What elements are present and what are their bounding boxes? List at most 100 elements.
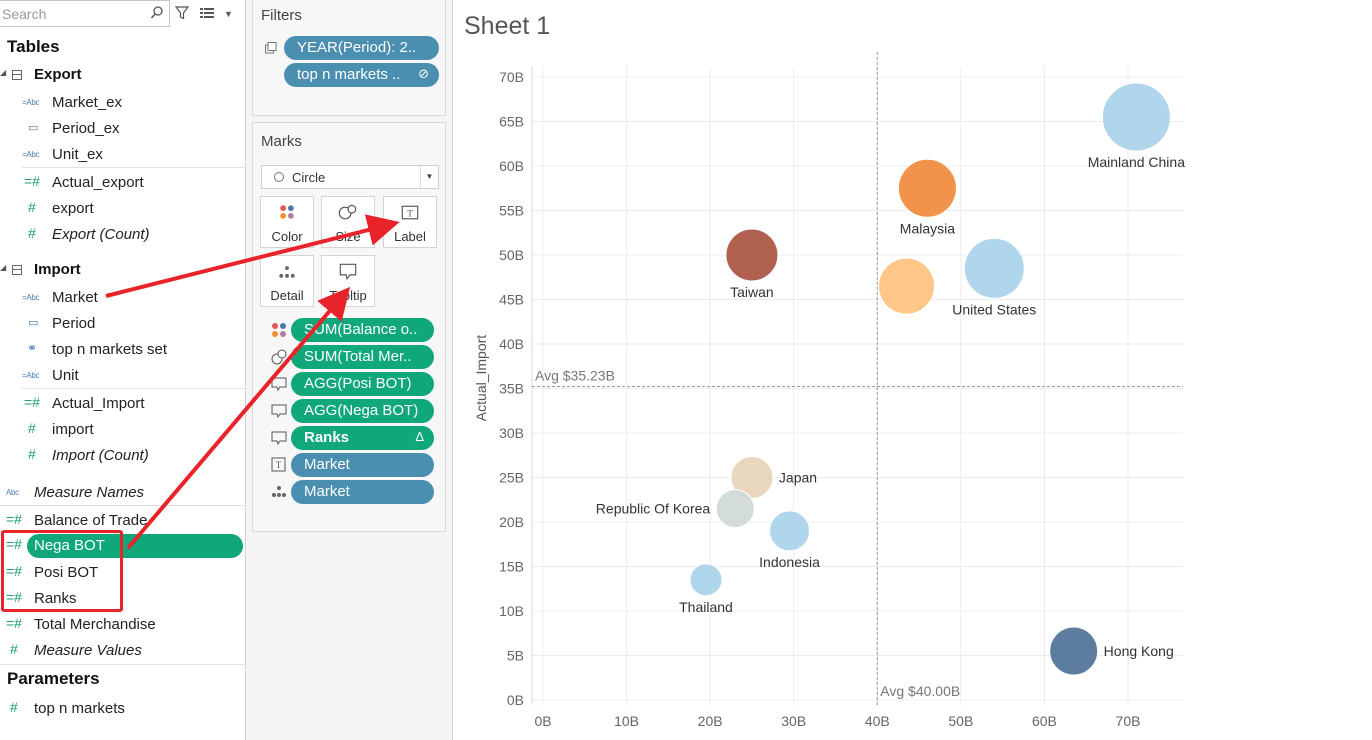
marks-label-button[interactable]: T Label (383, 196, 437, 248)
y-tick-label: 0B (507, 692, 524, 708)
tables-heading: Tables (7, 37, 60, 56)
marks-pill-market-label[interactable]: Market (291, 453, 434, 477)
scatter-point[interactable] (1049, 626, 1099, 676)
marks-pill-sum-total-merchandise[interactable]: SUM(Total Mer.. (291, 345, 434, 369)
marks-pill-sum-balance[interactable]: SUM(Balance o.. (291, 318, 434, 342)
field-market-ex[interactable]: =Abc Market_ex (22, 94, 123, 111)
sheet-title: Sheet 1 (464, 12, 551, 40)
parameter-hash-icon: # (10, 699, 18, 715)
field-import[interactable]: # import (28, 420, 94, 438)
divider (22, 388, 246, 389)
y-axis-title: Actual_Import (473, 335, 489, 421)
scatter-point[interactable] (689, 563, 723, 597)
field-unit-ex[interactable]: =Abc Unit_ex (22, 146, 103, 163)
collapse-caret-icon[interactable]: ◢ (0, 68, 7, 77)
measure-hash-icon: # (28, 225, 36, 241)
field-period[interactable]: ▭ Period (28, 315, 96, 332)
point-label: Mainland China (1088, 154, 1185, 170)
field-actual-export[interactable]: =# Actual_export (24, 173, 144, 191)
scatter-point[interactable] (730, 456, 774, 499)
y-tick-label: 40B (499, 336, 524, 352)
y-tick-label: 45B (499, 292, 524, 308)
field-ranks[interactable]: =# Ranks (6, 589, 77, 607)
scatter-point[interactable] (715, 489, 755, 529)
string-type-icon: =Abc (22, 293, 40, 302)
color-icon (280, 205, 294, 219)
scatter-point[interactable] (769, 510, 811, 552)
filters-title: Filters (261, 7, 302, 24)
table-export[interactable]: ◢ Export (0, 64, 246, 88)
marks-pill-agg-posi-bot[interactable]: AGG(Posi BOT) (291, 372, 434, 396)
point-label: Taiwan (730, 284, 774, 300)
table-import[interactable]: ◢ Import (0, 259, 246, 283)
measure-hash-icon: =# (24, 394, 40, 410)
y-tick-label: 65B (499, 114, 524, 130)
divider (0, 505, 246, 506)
scatter-point[interactable] (963, 237, 1025, 299)
calc-measure-icon: =# (6, 536, 22, 552)
field-measure-values[interactable]: # Measure Values (10, 641, 142, 659)
field-posi-bot[interactable]: =# Posi BOT (6, 563, 99, 581)
calc-measure-icon: =# (6, 589, 22, 605)
string-type-icon: =Abc (22, 98, 40, 107)
scatter-point[interactable] (897, 158, 957, 218)
divider (22, 167, 246, 168)
field-actual-import[interactable]: =# Actual_Import (24, 394, 145, 412)
field-balance-of-trade[interactable]: =# Balance of Trade (6, 511, 148, 529)
size-icon (271, 349, 287, 365)
filter-pill-top-n-markets[interactable]: top n markets .. ⊘ (284, 63, 439, 87)
field-total-merchandise[interactable]: =# Total Merchandise (6, 615, 156, 633)
marks-size-button[interactable]: Size (321, 196, 375, 248)
marks-pill-market-detail[interactable]: Market (291, 480, 434, 504)
field-unit[interactable]: =Abc Unit (22, 367, 79, 384)
scatter-point[interactable] (725, 228, 779, 282)
scatter-point[interactable] (878, 257, 936, 315)
annotation-highlight-box (1, 530, 123, 612)
measure-hash-icon: # (28, 420, 36, 436)
mark-type-select[interactable]: Circle ▼ (261, 165, 439, 189)
tooltip-icon (271, 404, 287, 419)
field-period-ex[interactable]: ▭ Period_ex (28, 120, 120, 137)
marks-color-button[interactable]: Color (260, 196, 314, 248)
field-top-n-markets-set[interactable]: ⚭ top n markets set (27, 341, 168, 358)
collapse-caret-icon[interactable]: ◢ (0, 263, 7, 272)
field-export-count[interactable]: # Export (Count) (28, 225, 150, 243)
parameter-top-n-markets[interactable]: # top n markets (10, 699, 125, 717)
y-tick-label: 35B (499, 381, 524, 397)
marks-pill-ranks[interactable]: Ranks Δ (291, 426, 434, 450)
filter-pill-year-period[interactable]: YEAR(Period): 2.. (284, 36, 439, 60)
view-list-icon[interactable] (200, 7, 214, 19)
parameters-heading: Parameters (7, 669, 100, 688)
point-label: Japan (779, 470, 817, 486)
tooltip-icon (271, 377, 287, 392)
measure-hash-icon: # (10, 641, 18, 657)
y-tick-label: 15B (499, 559, 524, 575)
chevron-down-icon[interactable]: ▼ (224, 9, 233, 19)
field-export[interactable]: # export (28, 199, 94, 217)
string-type-icon: =Abc (22, 150, 40, 159)
field-market[interactable]: =Abc Market (22, 289, 98, 306)
field-import-count[interactable]: # Import (Count) (28, 446, 149, 464)
point-label: Hong Kong (1104, 643, 1174, 659)
chevron-down-icon[interactable]: ▼ (420, 166, 438, 188)
search-input[interactable] (2, 4, 150, 24)
search-icon[interactable] (150, 5, 164, 21)
table-name: Import (34, 261, 81, 278)
tooltip-icon (271, 431, 287, 446)
field-nega-bot[interactable]: =# Nega BOT (6, 536, 105, 554)
marks-detail-button[interactable]: Detail (260, 255, 314, 307)
marks-pill-agg-nega-bot[interactable]: AGG(Nega BOT) (291, 399, 434, 423)
filter-icon[interactable] (175, 6, 189, 20)
svg-text:T: T (407, 208, 413, 219)
x-tick-label: 0B (534, 713, 551, 729)
field-measure-names[interactable]: Abc Measure Names (6, 484, 145, 501)
point-label: Malaysia (900, 220, 955, 236)
search-box[interactable] (0, 0, 170, 27)
table-name: Export (34, 66, 82, 83)
scatter-chart[interactable]: Avg $40.00B Avg $35.23B Mainland China Mal… (454, 0, 1372, 740)
point-label: United States (952, 301, 1036, 317)
scatter-point[interactable] (1101, 82, 1171, 152)
size-icon (338, 204, 357, 220)
marks-title: Marks (261, 133, 302, 150)
marks-tooltip-button[interactable]: Tooltip (321, 255, 375, 307)
